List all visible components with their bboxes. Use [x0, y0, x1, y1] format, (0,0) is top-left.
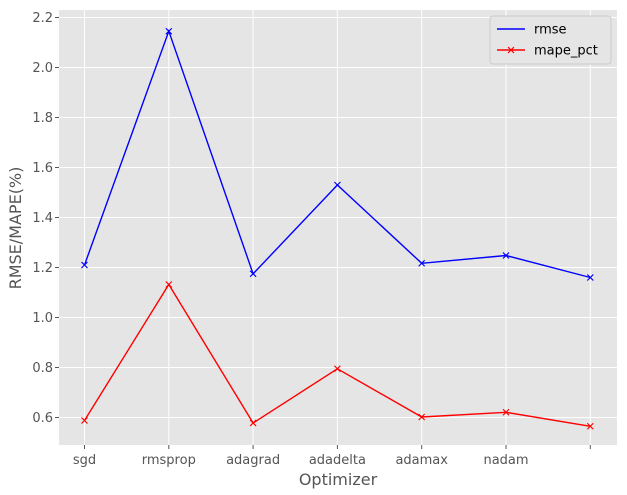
y-tick-label: 2.2 — [32, 11, 53, 26]
y-tick-label: 0.6 — [32, 411, 53, 426]
data-point-rmse — [586, 274, 594, 281]
x-tick-label: nadam — [483, 453, 528, 468]
plot-area — [59, 10, 617, 445]
y-axis-ticks: 0.6 0.8 1.0 1.2 1.4 1.6 1.8 2.0 2.2 — [32, 11, 59, 426]
y-tick-label: 1.6 — [32, 161, 53, 176]
x-axis-ticks: sgd rmsprop adagrad adadelta adamax nadam — [73, 445, 591, 468]
x-tick-label: adadelta — [309, 453, 366, 468]
y-tick-label: 1.8 — [32, 111, 53, 126]
legend-marker-mape_pct — [507, 46, 515, 54]
y-tick-label: 2.0 — [32, 61, 53, 76]
legend: rmse mape_pct — [489, 15, 612, 65]
data-point-mape_pct — [81, 417, 88, 424]
legend-label-rmse: rmse — [534, 23, 567, 38]
data-point-mape_pct — [249, 419, 257, 427]
data-point-rmse — [249, 270, 257, 278]
y-tick-label: 1.4 — [32, 211, 53, 226]
y-tick-label: 1.2 — [32, 261, 53, 276]
data-point-mape_pct — [333, 365, 341, 373]
data-point-mape_pct — [418, 413, 426, 421]
data-point-rmse — [502, 252, 510, 259]
x-tick-label: adagrad — [226, 453, 280, 468]
data-point-mape_pct — [502, 408, 510, 416]
legend-label-mape_pct: mape_pct — [534, 44, 598, 59]
data-point-mape_pct — [165, 281, 173, 288]
data-point-rmse — [165, 27, 173, 35]
x-axis-title: Optimizer — [299, 470, 378, 489]
series-layer — [81, 27, 594, 430]
legend-box — [489, 15, 612, 65]
x-tick-label: adamax — [395, 453, 448, 468]
data-point-rmse — [333, 181, 341, 189]
grid-lines — [59, 10, 617, 445]
y-tick-label: 1.0 — [32, 311, 53, 326]
x-tick-label: rmsprop — [142, 453, 196, 468]
y-axis-title: RMSE/MAPE(%) — [6, 167, 25, 290]
data-point-rmse — [418, 259, 426, 267]
y-tick-label: 0.8 — [32, 361, 53, 376]
data-point-mape_pct — [586, 422, 594, 430]
x-tick-label: sgd — [73, 453, 96, 468]
data-point-rmse — [81, 261, 88, 269]
